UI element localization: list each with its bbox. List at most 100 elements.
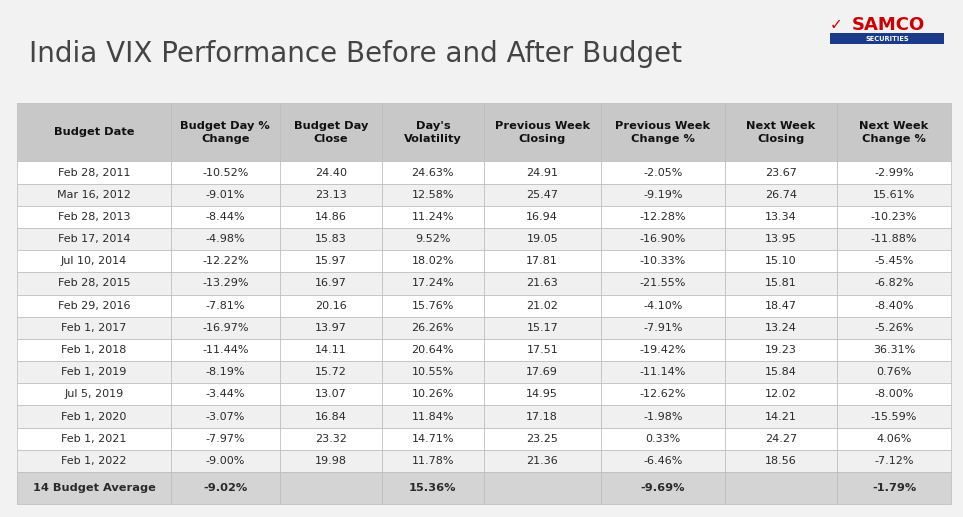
Bar [280, 428, 382, 450]
Text: 15.72: 15.72 [315, 367, 347, 377]
Text: 15.61%: 15.61% [873, 190, 915, 200]
Text: 24.63%: 24.63% [411, 168, 455, 177]
Bar [837, 339, 951, 361]
Bar [601, 405, 725, 428]
Bar [17, 383, 170, 405]
Bar [170, 383, 280, 405]
Bar [483, 317, 601, 339]
Text: 19.98: 19.98 [315, 456, 347, 466]
Bar [382, 405, 483, 428]
Text: Feb 1, 2022: Feb 1, 2022 [62, 456, 127, 466]
Text: -9.19%: -9.19% [643, 190, 683, 200]
Text: 13.34: 13.34 [765, 212, 796, 222]
Text: Feb 28, 2013: Feb 28, 2013 [58, 212, 130, 222]
Text: 24.27: 24.27 [765, 434, 797, 444]
Bar [725, 361, 837, 383]
Text: Feb 28, 2015: Feb 28, 2015 [58, 279, 130, 288]
Bar [601, 428, 725, 450]
Bar [170, 472, 280, 504]
Bar [601, 295, 725, 317]
Text: 13.95: 13.95 [765, 234, 796, 244]
Bar [483, 450, 601, 472]
Bar [837, 450, 951, 472]
Text: ✓: ✓ [830, 17, 843, 33]
Bar [483, 228, 601, 250]
Text: -11.44%: -11.44% [202, 345, 248, 355]
Text: 12.02: 12.02 [765, 389, 796, 400]
Text: Feb 1, 2017: Feb 1, 2017 [62, 323, 127, 333]
Text: Next Week
Closing: Next Week Closing [746, 121, 816, 144]
Bar [725, 295, 837, 317]
Bar [170, 339, 280, 361]
Text: 15.83: 15.83 [315, 234, 347, 244]
Text: -16.97%: -16.97% [202, 323, 248, 333]
Text: -9.00%: -9.00% [206, 456, 245, 466]
Bar [382, 339, 483, 361]
Bar [725, 405, 837, 428]
Text: -16.90%: -16.90% [639, 234, 686, 244]
Bar [483, 103, 601, 161]
Text: Budget Day
Close: Budget Day Close [294, 121, 368, 144]
Bar [837, 161, 951, 184]
Text: -11.14%: -11.14% [639, 367, 686, 377]
Bar [725, 206, 837, 228]
Text: SAMCO: SAMCO [851, 16, 924, 34]
Text: -8.19%: -8.19% [205, 367, 246, 377]
Bar [382, 450, 483, 472]
Text: -7.12%: -7.12% [874, 456, 914, 466]
Bar [483, 361, 601, 383]
Bar [725, 250, 837, 272]
Bar [170, 250, 280, 272]
Bar [170, 228, 280, 250]
Bar [837, 206, 951, 228]
Text: -9.69%: -9.69% [640, 483, 685, 493]
Text: -10.23%: -10.23% [871, 212, 918, 222]
Bar [170, 450, 280, 472]
Bar [17, 103, 170, 161]
Bar [601, 361, 725, 383]
Text: Feb 29, 2016: Feb 29, 2016 [58, 301, 130, 311]
Bar [837, 405, 951, 428]
Text: -2.05%: -2.05% [643, 168, 683, 177]
Bar [483, 383, 601, 405]
Bar [837, 428, 951, 450]
Text: -4.98%: -4.98% [205, 234, 246, 244]
Bar [837, 272, 951, 295]
Bar [280, 228, 382, 250]
Bar [837, 250, 951, 272]
Text: 19.05: 19.05 [527, 234, 559, 244]
Text: -13.29%: -13.29% [202, 279, 248, 288]
Bar [725, 228, 837, 250]
Bar [280, 383, 382, 405]
Bar [382, 228, 483, 250]
Text: -10.52%: -10.52% [202, 168, 248, 177]
Bar [837, 295, 951, 317]
Text: 21.02: 21.02 [527, 301, 559, 311]
Text: -12.62%: -12.62% [639, 389, 686, 400]
Text: 15.17: 15.17 [527, 323, 559, 333]
Text: 15.81: 15.81 [765, 279, 796, 288]
Bar [17, 428, 170, 450]
Text: 10.26%: 10.26% [412, 389, 455, 400]
Text: 18.47: 18.47 [765, 301, 796, 311]
Text: 17.51: 17.51 [527, 345, 559, 355]
Text: -1.98%: -1.98% [643, 412, 683, 421]
Bar [17, 206, 170, 228]
Text: 20.16: 20.16 [315, 301, 347, 311]
Bar [601, 206, 725, 228]
Bar [280, 450, 382, 472]
Bar [280, 405, 382, 428]
Text: 15.97: 15.97 [315, 256, 347, 266]
Bar [17, 250, 170, 272]
Bar [382, 206, 483, 228]
Text: -8.44%: -8.44% [205, 212, 246, 222]
Text: 12.58%: 12.58% [411, 190, 455, 200]
Bar [170, 206, 280, 228]
Text: 13.97: 13.97 [315, 323, 347, 333]
Bar [17, 184, 170, 206]
Text: Jul 10, 2014: Jul 10, 2014 [61, 256, 127, 266]
Text: 23.13: 23.13 [315, 190, 347, 200]
Text: 11.84%: 11.84% [411, 412, 455, 421]
Text: Feb 1, 2018: Feb 1, 2018 [62, 345, 127, 355]
Text: Previous Week
Change %: Previous Week Change % [615, 121, 711, 144]
